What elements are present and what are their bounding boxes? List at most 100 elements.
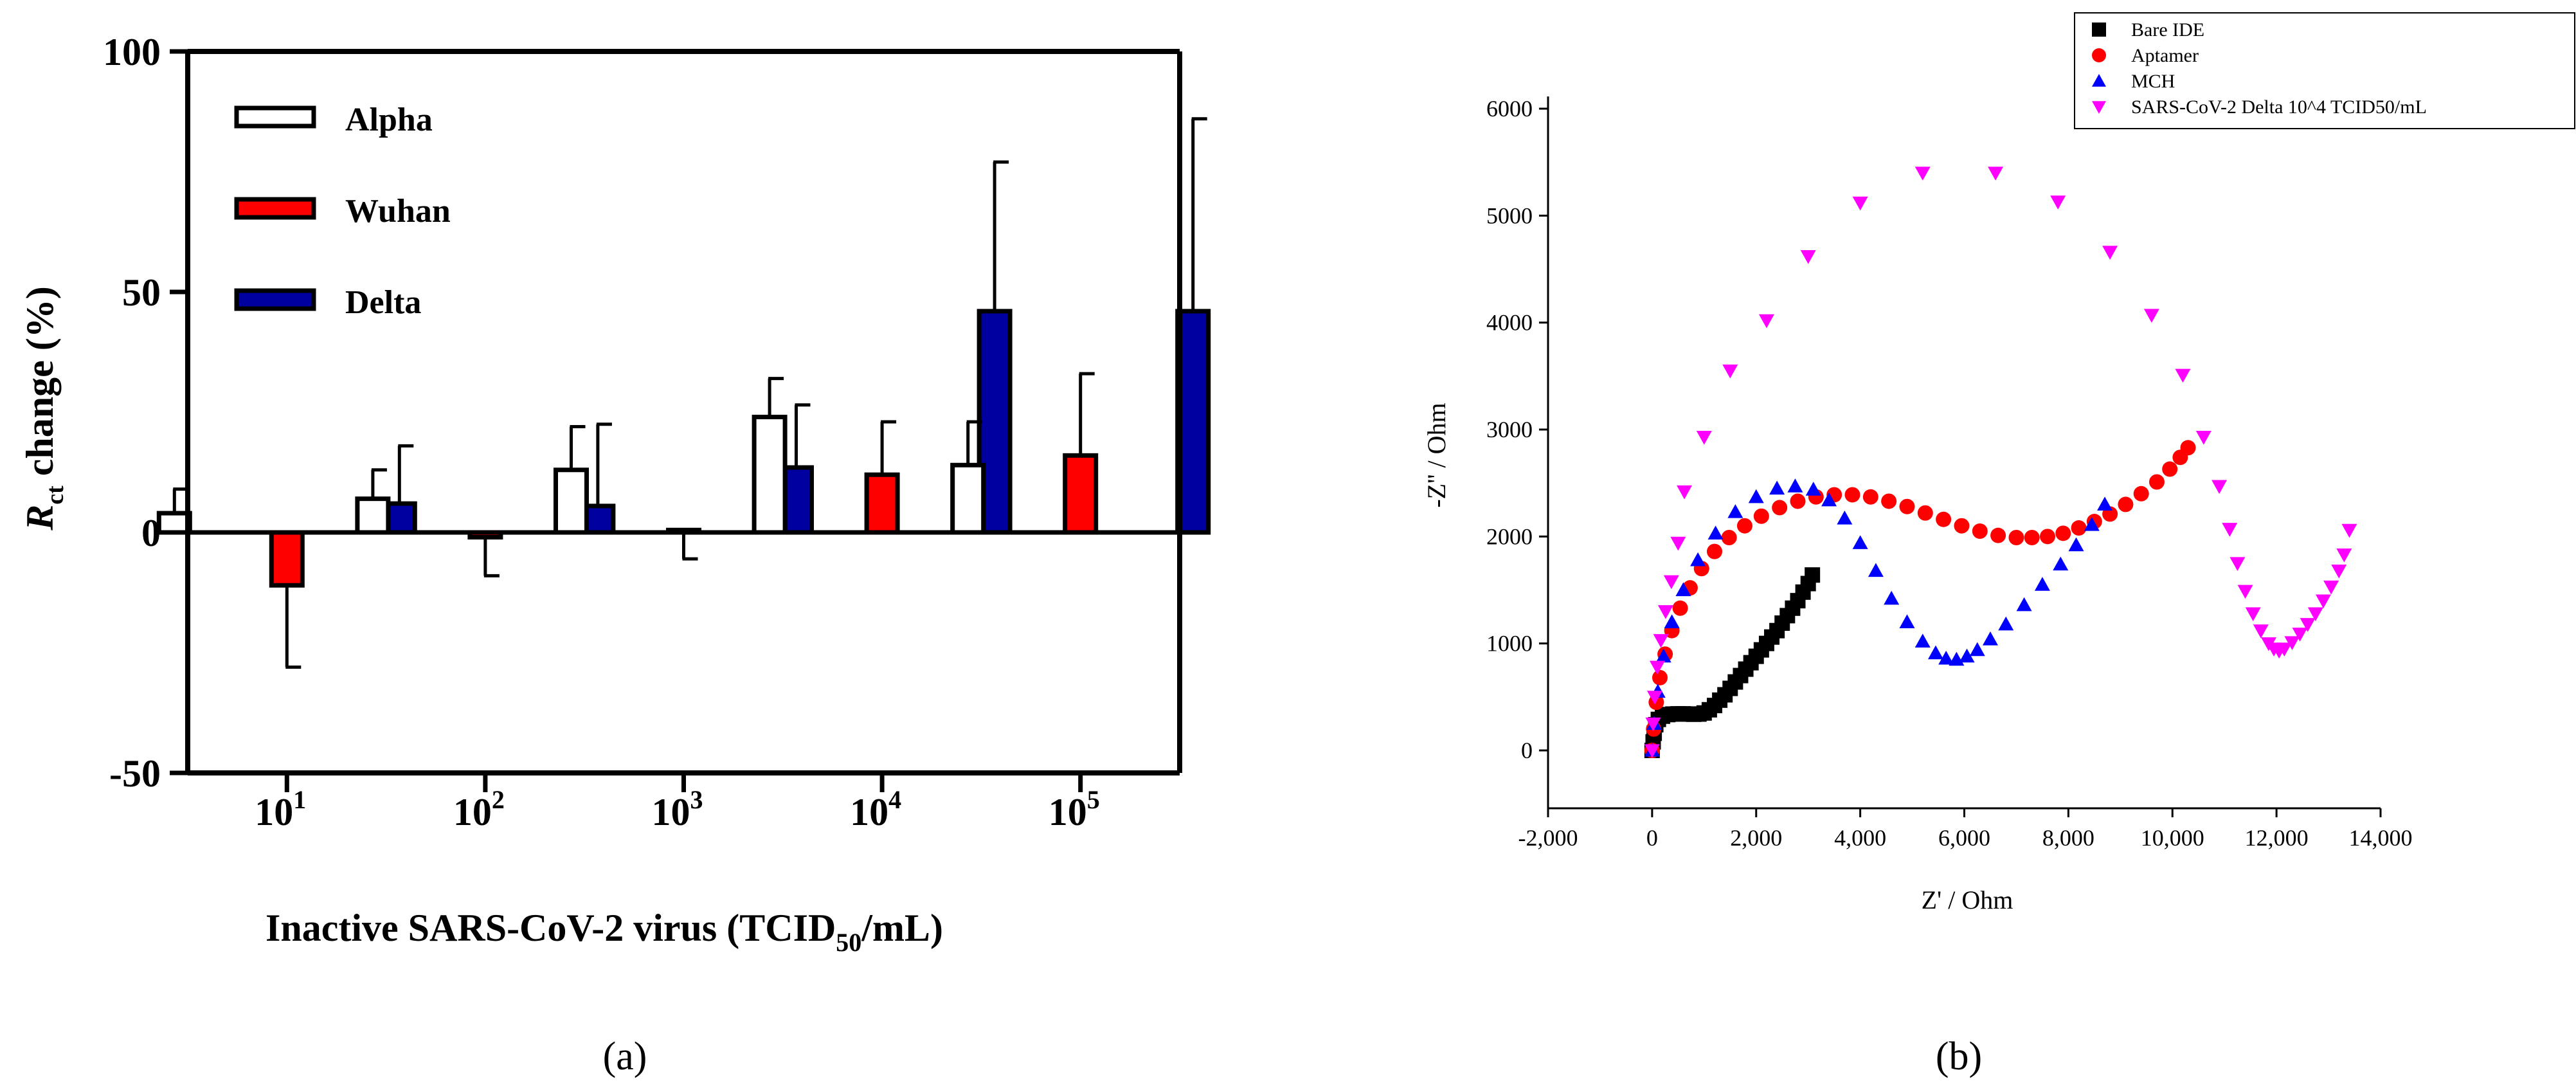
- axes: [1539, 96, 2382, 817]
- point-aptamer: [1899, 498, 1915, 514]
- x-tick-label: 104: [850, 785, 901, 833]
- x-axis-title-sub: 50: [836, 928, 861, 957]
- x-tick-label: 10,000: [2141, 825, 2204, 851]
- point-sars-cov-2-delta: [2102, 246, 2118, 260]
- x-tick-label: 6,000: [1938, 825, 1990, 851]
- point-aptamer: [1862, 489, 1878, 505]
- point-sars-cov-2-delta: [2175, 368, 2191, 383]
- point-mch: [2097, 496, 2113, 511]
- x-axis-title: Inactive SARS-CoV-2 virus (TCID50/mL): [266, 907, 943, 957]
- point-sars-cov-2-delta: [2284, 636, 2300, 651]
- x-tick-labels: 101 102 103 104 105: [255, 785, 1099, 833]
- bar-alpha: [950, 462, 986, 535]
- legend-marker-sars-cov-2-delta: [2092, 101, 2106, 114]
- point-aptamer: [1972, 523, 1988, 539]
- point-sars-cov-2-delta: [2341, 523, 2357, 538]
- point-sars-cov-2-delta: [1988, 167, 2004, 181]
- x-tick-label: 0: [1646, 825, 1658, 851]
- point-aptamer: [1917, 505, 1933, 521]
- y-tick-label: 5000: [1486, 203, 1533, 228]
- point-aptamer: [1721, 529, 1737, 545]
- point-mch: [1690, 552, 1706, 567]
- point-sars-cov-2-delta: [2336, 549, 2352, 563]
- x-axis-title: Z' / Ohm: [1922, 885, 2013, 914]
- y-axis-title-rest: change (%): [19, 286, 61, 485]
- x-tick-label: 2,000: [1730, 825, 1782, 851]
- legend-label-wuhan: Wuhan: [345, 193, 451, 230]
- bar-alpha: [355, 496, 391, 535]
- point-mch: [1805, 482, 1821, 496]
- point-sars-cov-2-delta: [1677, 485, 1693, 500]
- point-sars-cov-2-delta: [2222, 523, 2238, 537]
- y-tick-label: -50: [109, 752, 161, 795]
- y-tick-label: 0: [1521, 738, 1533, 763]
- x-tick-label: 102: [453, 785, 505, 833]
- point-sars-cov-2-delta: [2315, 594, 2331, 609]
- point-sars-cov-2-delta: [2050, 195, 2066, 210]
- bar-wuhan: [1063, 453, 1099, 535]
- point-aptamer: [2008, 529, 2024, 545]
- point-aptamer: [1936, 511, 1952, 527]
- legend-swatch-wuhan: [234, 197, 316, 220]
- panel-a-bar-chart: -50 0 50 100 101 102 103 104 105 Alpha Wuhan Delt…: [19, 31, 1211, 1078]
- point-aptamer: [1990, 527, 2006, 543]
- point-aptamer: [1772, 500, 1788, 516]
- point-aptamer: [2133, 485, 2149, 502]
- x-tick-label: 105: [1049, 785, 1100, 833]
- point-sars-cov-2-delta: [1657, 605, 1673, 619]
- point-aptamer: [2024, 529, 2040, 545]
- data-points: [1644, 167, 2357, 758]
- point-sars-cov-2-delta: [1852, 196, 1868, 211]
- point-aptamer: [1844, 487, 1860, 503]
- y-tick-labels: -50 0 50 100: [103, 31, 161, 795]
- y-tick-label: 0: [141, 512, 161, 554]
- point-sars-cov-2-delta: [1758, 314, 1774, 329]
- point-sars-cov-2-delta: [2245, 607, 2261, 622]
- point-mch: [1938, 650, 1954, 665]
- y-tick-label: 50: [122, 271, 161, 314]
- point-sars-cov-2-delta: [2253, 624, 2269, 639]
- legend: Alpha Wuhan Delta: [234, 102, 451, 321]
- point-mch: [1727, 504, 1743, 518]
- point-mch: [1675, 582, 1691, 597]
- point-aptamer: [1790, 493, 1806, 509]
- panel-b-scatter-chart: 0 1000 2000 3000 4000 5000 6000 -2,000 0 2,000 4,…: [1422, 12, 2575, 1078]
- point-mch: [1959, 648, 1975, 663]
- x-axis-title-end: /mL): [861, 907, 943, 949]
- legend-marker-bare-ide: [2092, 23, 2106, 37]
- y-axis-title-sub: ct: [42, 485, 69, 505]
- y-tick-label: 2000: [1486, 523, 1533, 549]
- point-mch: [1982, 631, 1998, 646]
- point-sars-cov-2-delta: [2292, 628, 2308, 642]
- point-mch: [2068, 537, 2084, 552]
- point-mch: [1969, 642, 1985, 657]
- caption-b: (b): [1936, 1035, 1982, 1078]
- point-mch: [1899, 614, 1915, 628]
- point-sars-cov-2-delta: [2323, 580, 2339, 595]
- point-mch: [1655, 648, 1671, 663]
- point-sars-cov-2-delta: [2229, 557, 2246, 571]
- point-aptamer: [2148, 474, 2165, 490]
- point-sars-cov-2-delta: [1646, 691, 1662, 705]
- legend-label-alpha: Alpha: [345, 102, 433, 138]
- point-mch: [1998, 616, 2014, 631]
- point-aptamer: [2162, 461, 2178, 477]
- point-aptamer: [1881, 493, 1897, 509]
- point-sars-cov-2-delta: [1644, 744, 1660, 758]
- caption-a: (a): [603, 1035, 647, 1078]
- y-tick-label: 4000: [1486, 310, 1533, 336]
- x-tick-label: 4,000: [1834, 825, 1886, 851]
- point-aptamer: [1652, 669, 1668, 685]
- point-sars-cov-2-delta: [1670, 536, 1686, 551]
- y-axis-title: Rct change (%): [19, 286, 69, 531]
- point-mch: [1664, 614, 1680, 628]
- y-tick-label: 3000: [1486, 417, 1533, 442]
- y-tick-labels: 0 1000 2000 3000 4000 5000 6000: [1486, 96, 1533, 763]
- legend-label-aptamer: Aptamer: [2131, 45, 2199, 66]
- point-sars-cov-2-delta: [1696, 431, 1712, 445]
- point-mch: [1748, 489, 1764, 503]
- point-aptamer: [2040, 529, 2055, 545]
- point-sars-cov-2-delta: [2143, 309, 2159, 323]
- point-sars-cov-2-delta: [1649, 660, 1665, 675]
